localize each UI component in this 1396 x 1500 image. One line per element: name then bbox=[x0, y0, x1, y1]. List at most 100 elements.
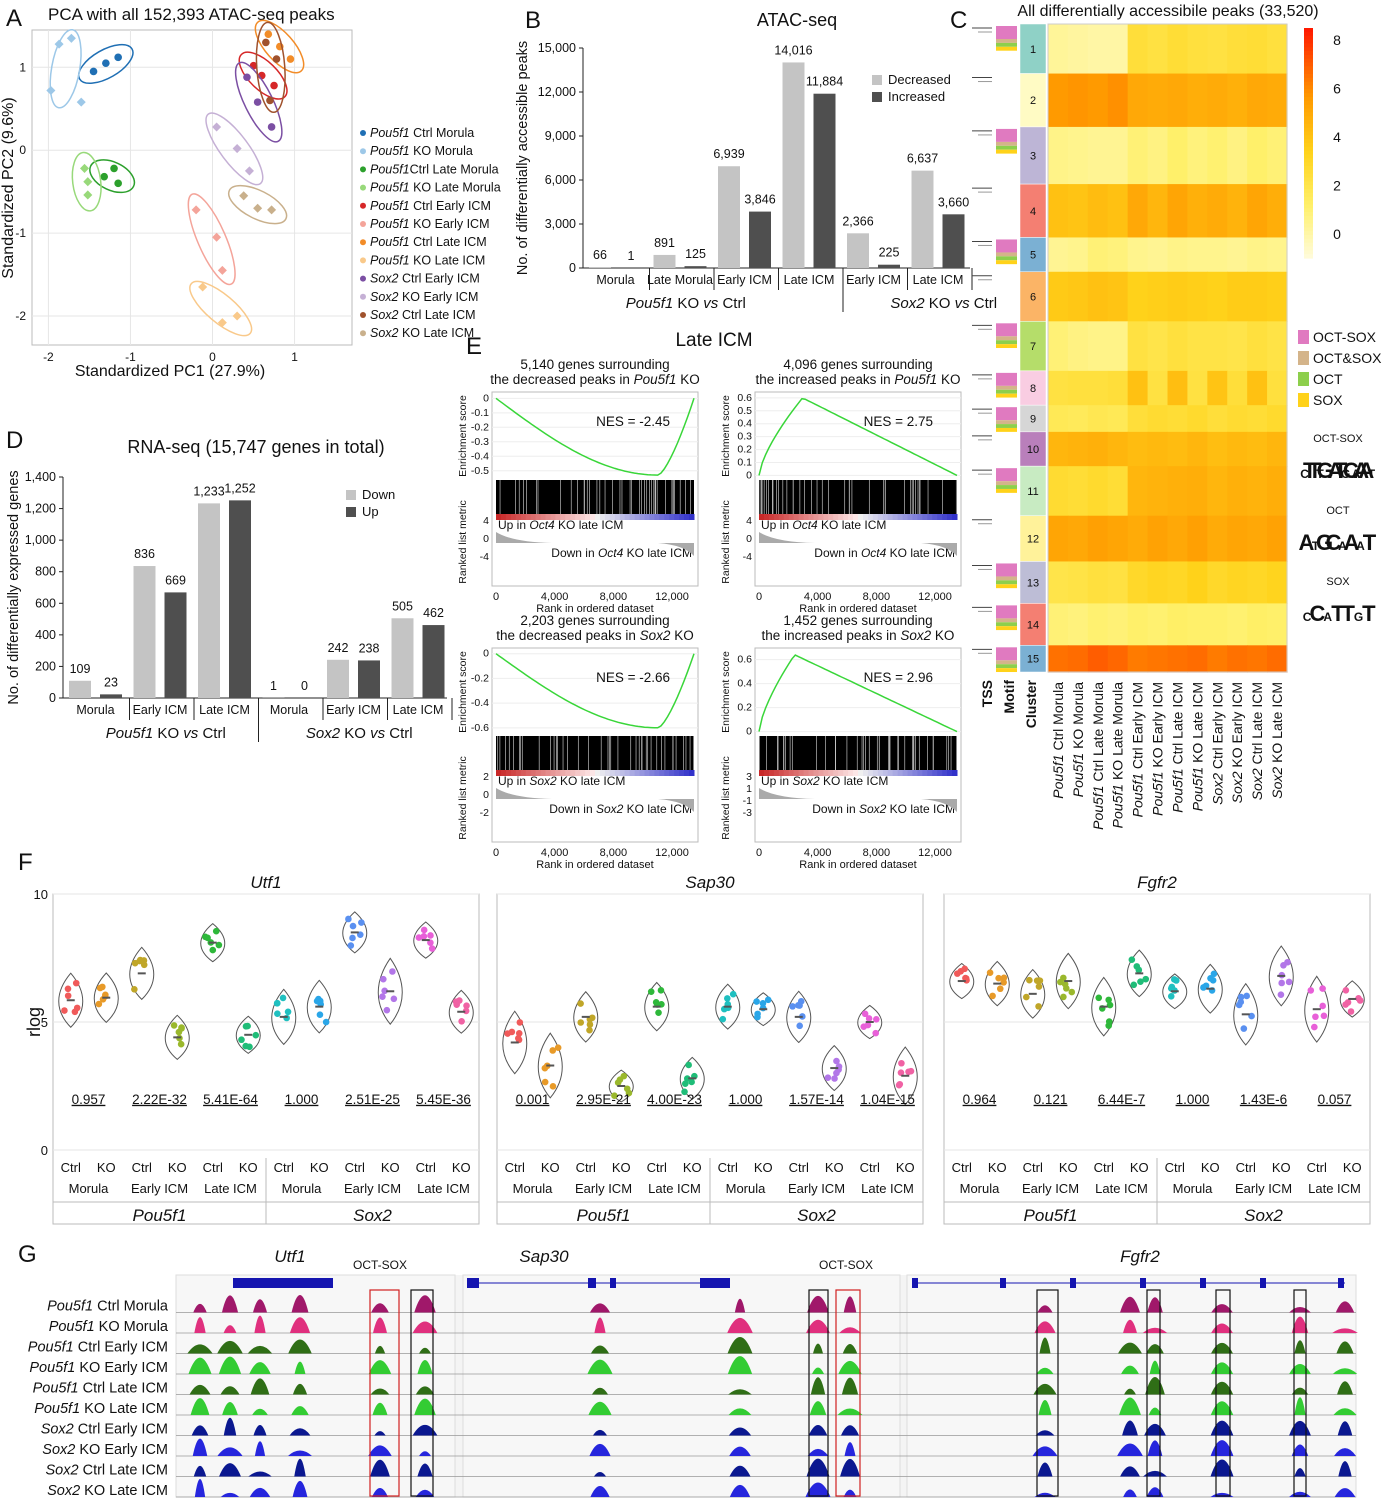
cluster-label: 1 bbox=[1030, 44, 1036, 56]
heatmap-cell bbox=[1087, 405, 1109, 433]
heatmap-cell bbox=[1187, 561, 1208, 604]
bar-value-label: 1 bbox=[628, 249, 635, 263]
rank-gradient bbox=[614, 514, 621, 520]
motif-bar bbox=[996, 605, 1017, 619]
track-peak bbox=[1033, 1383, 1057, 1395]
rank-gradient bbox=[575, 770, 581, 776]
condition-label: KO bbox=[825, 1160, 844, 1175]
violin-point bbox=[796, 1002, 803, 1009]
track-peak bbox=[189, 1384, 211, 1395]
heatmap-cell bbox=[1247, 184, 1268, 239]
heatmap-cell bbox=[1247, 24, 1268, 75]
y-tick-label: 0.3 bbox=[737, 431, 752, 443]
heatmap-cell bbox=[1167, 515, 1189, 563]
violin-point bbox=[1068, 988, 1076, 996]
violin-point bbox=[1342, 1001, 1349, 1008]
y-tick-label: -0.2 bbox=[471, 672, 489, 684]
heatmap-cell bbox=[1127, 645, 1149, 673]
track-peak bbox=[807, 1448, 829, 1456]
violin-point bbox=[1167, 992, 1175, 1000]
rank-gradient bbox=[590, 770, 596, 776]
track-peak bbox=[590, 1486, 610, 1497]
track-peak bbox=[1032, 1446, 1058, 1456]
stage-label: Late ICM bbox=[1095, 1181, 1148, 1196]
legend-label: Down bbox=[362, 487, 395, 502]
heatmap-cell bbox=[1247, 126, 1268, 185]
bar-value-label: 505 bbox=[392, 599, 413, 613]
heatmap-cell bbox=[1147, 271, 1169, 322]
column-label: Pou5f1 KO Early ICM bbox=[1150, 682, 1166, 816]
condition-label: KO bbox=[1130, 1160, 1149, 1175]
violin bbox=[93, 972, 119, 1024]
track-peak bbox=[810, 1377, 826, 1395]
heatmap-cell bbox=[1247, 405, 1268, 433]
cluster-ellipse bbox=[255, 21, 286, 114]
heatmap-cell bbox=[1147, 321, 1169, 372]
rank-gradient bbox=[595, 514, 601, 520]
track-label: Sox2 KO Early ICM bbox=[42, 1442, 168, 1458]
logo-letter: T bbox=[1363, 530, 1377, 555]
violin-point bbox=[273, 1000, 281, 1007]
pca-point bbox=[46, 85, 56, 96]
cluster-label: 14 bbox=[1027, 619, 1039, 631]
track-peak bbox=[249, 1362, 271, 1374]
p-value-label: 1.57E-14 bbox=[789, 1092, 844, 1107]
panel-letter-b: B bbox=[525, 7, 541, 34]
bar-value-label: 462 bbox=[423, 606, 444, 620]
track-label: Sox2 Ctrl Late ICM bbox=[46, 1463, 169, 1479]
pca-point bbox=[243, 73, 251, 82]
rank-gradient bbox=[540, 514, 546, 520]
rank-gradient bbox=[659, 514, 665, 520]
nes-label: NES = -2.45 bbox=[596, 414, 670, 429]
gene-model-exon bbox=[588, 1278, 596, 1288]
colorbar-cell bbox=[1304, 112, 1313, 117]
track-peak bbox=[812, 1343, 824, 1354]
colorbar-cell bbox=[1304, 246, 1313, 251]
violin-point bbox=[729, 990, 737, 998]
heatmap-cell bbox=[1087, 184, 1109, 239]
violin bbox=[342, 911, 368, 954]
gsea-title: 2,203 genes surrounding bbox=[520, 613, 669, 628]
y-tick-label: 1 bbox=[19, 60, 26, 74]
heatmap-cell bbox=[1107, 24, 1129, 75]
track-peak bbox=[592, 1429, 608, 1436]
column-label: Pou5f1 Ctrl Late ICM bbox=[1169, 682, 1185, 813]
up-label: Up in Sox2 KO late ICM bbox=[761, 774, 888, 788]
violin bbox=[164, 1014, 190, 1061]
group-gene-label: Sox2 bbox=[797, 1206, 836, 1225]
down-label: Down in Oct4 KO late ICM bbox=[814, 546, 955, 560]
track-peak bbox=[419, 1347, 431, 1354]
track-peak bbox=[368, 1445, 392, 1456]
track-peak bbox=[223, 1325, 237, 1333]
violin-point bbox=[140, 957, 148, 964]
logo-letter: T bbox=[1342, 601, 1356, 626]
cluster-ellipse bbox=[205, 112, 264, 186]
condition-label: KO bbox=[683, 1160, 702, 1175]
rank-gradient bbox=[927, 514, 933, 520]
p-value-label: 1.000 bbox=[1176, 1092, 1210, 1107]
colorbar-cell bbox=[1304, 238, 1313, 244]
rank-gradient bbox=[619, 514, 626, 520]
violin-point bbox=[349, 922, 357, 930]
metric-tick-label: 0 bbox=[746, 533, 752, 545]
heatmap-cell bbox=[1107, 237, 1129, 273]
violin bbox=[750, 992, 776, 1027]
track-peak bbox=[374, 1431, 386, 1436]
rank-gradient bbox=[937, 770, 943, 776]
motif-bar bbox=[996, 149, 1017, 154]
pca-point bbox=[102, 59, 110, 67]
peak-highlight-box bbox=[1215, 1289, 1231, 1497]
bar bbox=[589, 267, 611, 268]
track-peak bbox=[1294, 1397, 1306, 1415]
track-peak bbox=[1120, 1466, 1140, 1477]
pca-point bbox=[54, 39, 64, 49]
violin-point bbox=[284, 1008, 292, 1016]
heatmap-cell bbox=[1048, 237, 1069, 273]
x-tick-label: 0 bbox=[493, 591, 499, 603]
rank-gradient bbox=[515, 770, 522, 776]
violin-point bbox=[1278, 979, 1285, 987]
violin-point bbox=[1105, 1022, 1113, 1029]
bar bbox=[422, 625, 445, 698]
track-peak bbox=[221, 1295, 239, 1313]
heatmap-cell bbox=[1087, 126, 1109, 185]
